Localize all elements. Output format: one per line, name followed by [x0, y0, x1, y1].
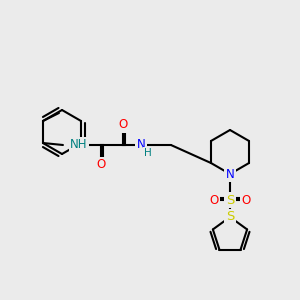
- Text: S: S: [226, 211, 234, 224]
- Text: H: H: [144, 148, 152, 158]
- Text: O: O: [242, 194, 250, 206]
- Text: N: N: [226, 167, 234, 181]
- Text: O: O: [209, 194, 219, 206]
- Text: NH: NH: [70, 139, 88, 152]
- Text: N: N: [136, 139, 145, 152]
- Text: O: O: [96, 158, 106, 172]
- Text: S: S: [226, 194, 234, 206]
- Text: O: O: [118, 118, 128, 131]
